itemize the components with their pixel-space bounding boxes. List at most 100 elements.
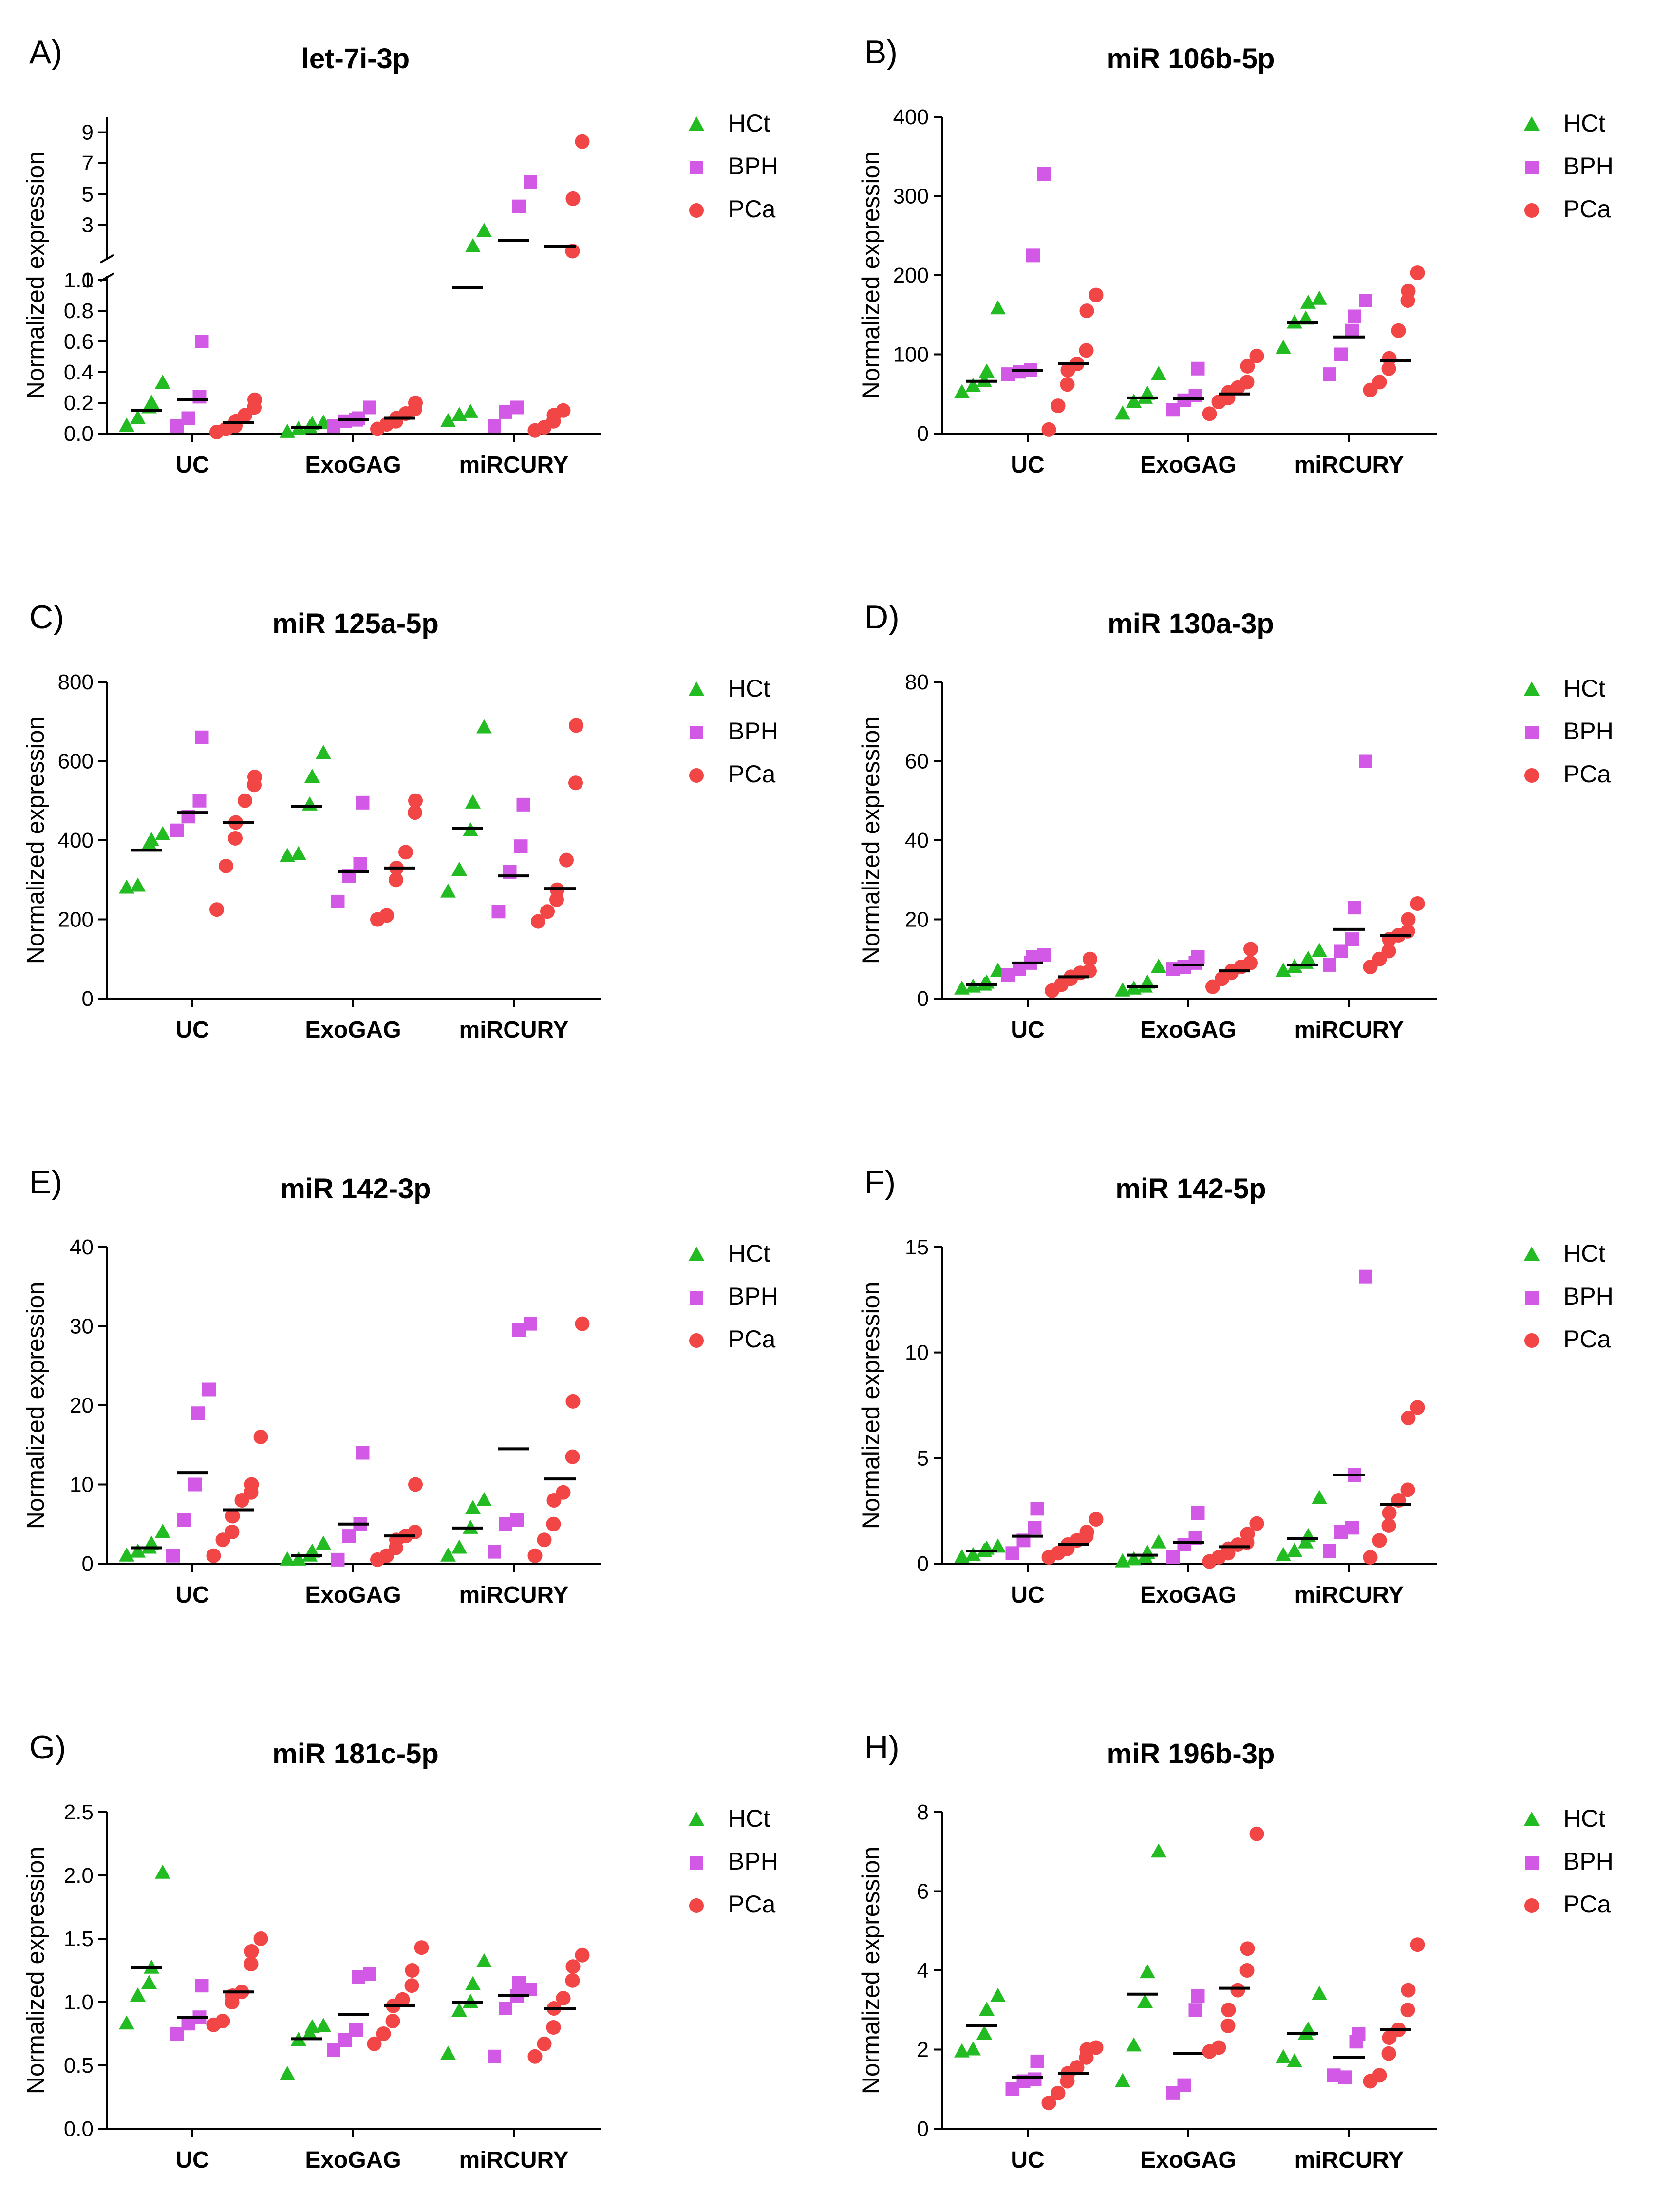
- panel-label: G): [29, 1729, 66, 1766]
- pca-point: [1382, 1506, 1397, 1520]
- y-tick-label: 300: [893, 185, 929, 208]
- legend-hct-label: HCt: [728, 110, 770, 137]
- legend-hct-label: HCt: [1563, 675, 1605, 702]
- x-category-label: UC: [1011, 2147, 1044, 2173]
- pca-point: [215, 2014, 230, 2028]
- legend-pca-label: PCa: [728, 760, 775, 788]
- hct-point: [304, 1543, 320, 1558]
- pca-point: [559, 852, 574, 868]
- hct-point: [144, 832, 159, 846]
- hct-point: [144, 395, 159, 409]
- panel-a: A) let-7i-3p Normalized expression 1 3 5 7 9 0.0…: [22, 34, 778, 478]
- legend-pca-marker: [1524, 1898, 1539, 1913]
- panel-label: F): [864, 1164, 896, 1201]
- x-category-label: UC: [175, 1582, 209, 1608]
- y-tick-label: 0.4: [64, 360, 94, 384]
- hct-point: [1151, 959, 1166, 973]
- x-category-label: ExoGAG: [305, 452, 401, 478]
- pca-point: [244, 1944, 259, 1959]
- pca-point: [1240, 1527, 1255, 1542]
- panel-title: let-7i-3p: [301, 43, 410, 75]
- y-tick-label: 0.0: [64, 2117, 94, 2141]
- pca-point: [556, 403, 571, 418]
- pca-point: [565, 1394, 581, 1409]
- pca-point: [376, 2026, 391, 2041]
- bph-point: [510, 400, 524, 415]
- pca-point: [367, 2036, 382, 2051]
- x-category-label: UC: [1011, 452, 1044, 478]
- legend-hct-marker: [1524, 681, 1540, 696]
- y-tick-label: 15: [905, 1235, 929, 1259]
- hct-point: [130, 1543, 146, 1558]
- bph-point: [202, 1382, 216, 1397]
- hct-point: [155, 826, 170, 840]
- x-category-label: UC: [1011, 1582, 1044, 1608]
- y-axis-label: Normalized expression: [22, 717, 49, 964]
- panel-title: miR 181c-5p: [272, 1738, 439, 1770]
- hct-point: [1115, 1553, 1130, 1568]
- pca-point: [1089, 1512, 1104, 1527]
- pca-point: [1230, 1983, 1245, 1998]
- panel-title: miR 142-3p: [280, 1173, 431, 1205]
- hct-point: [302, 796, 318, 811]
- y-tick-label: 30: [70, 1315, 94, 1339]
- x-category-label: miRCURY: [459, 2147, 569, 2173]
- x-category-label: miRCURY: [459, 1017, 569, 1043]
- hct-point: [1115, 405, 1130, 420]
- panel-e: E) miR 142-3p Normalized expression 0 10 20 30…: [22, 1164, 778, 1608]
- legend-bph-marker: [690, 726, 703, 739]
- pca-point: [228, 831, 243, 846]
- hct-point: [1137, 1994, 1153, 2008]
- bph-point: [1334, 347, 1348, 361]
- y-tick-label: 0: [917, 987, 929, 1011]
- hct-point: [1287, 1543, 1302, 1557]
- bph-point: [1037, 167, 1051, 181]
- x-category-label: ExoGAG: [1140, 1582, 1236, 1608]
- hct-point: [465, 238, 481, 252]
- y-tick-label: 1.0: [64, 1990, 94, 2014]
- hct-point: [1115, 982, 1130, 997]
- y-tick-label: 10: [905, 1341, 929, 1365]
- pca-point: [414, 1940, 429, 1955]
- x-category-label: ExoGAG: [1140, 2147, 1236, 2173]
- legend-pca-marker: [689, 1333, 704, 1348]
- panel-f: F) miR 142-5p Normalized expression 0 5 10 15 U…: [857, 1164, 1614, 1608]
- pca-point: [527, 2049, 543, 2064]
- hct-point: [155, 375, 170, 389]
- hct-point: [440, 883, 456, 898]
- hct-point: [291, 1551, 306, 1566]
- bph-point: [1026, 248, 1040, 263]
- panel-label: B): [864, 34, 898, 71]
- pca-point: [244, 1957, 259, 1971]
- legend-hct-marker: [689, 116, 704, 131]
- pca-point: [244, 1477, 259, 1492]
- pca-point: [408, 396, 423, 410]
- legend-bph-label: BPH: [728, 1283, 778, 1310]
- panel-label: H): [864, 1729, 900, 1766]
- panel-title: miR 125a-5p: [272, 608, 439, 640]
- y-tick-label: 8: [917, 1800, 929, 1824]
- hct-point: [1151, 1843, 1166, 1858]
- y-tick-label: 400: [58, 829, 94, 852]
- bph-point: [195, 730, 209, 744]
- pca-point: [1221, 2003, 1236, 2018]
- legend-bph-marker: [690, 161, 703, 174]
- hct-point: [965, 2041, 981, 2056]
- pca-point: [569, 718, 583, 733]
- pca-point: [1410, 265, 1425, 281]
- hct-point: [130, 1987, 146, 2002]
- hct-point: [1151, 1534, 1166, 1549]
- hct-point: [1300, 2021, 1316, 2036]
- bph-point: [191, 1406, 205, 1420]
- pca-point: [565, 1449, 580, 1464]
- pca-point: [1051, 398, 1066, 414]
- x-category-label: miRCURY: [1295, 1017, 1404, 1043]
- hct-point: [965, 1547, 981, 1561]
- y-tick-label: 200: [58, 908, 94, 932]
- bph-point: [510, 1513, 524, 1527]
- bph-point: [192, 390, 207, 404]
- pca-point: [1240, 359, 1255, 374]
- x-category-label: miRCURY: [1295, 1582, 1404, 1608]
- pca-point: [1382, 351, 1397, 366]
- pca-point: [1240, 1941, 1255, 1956]
